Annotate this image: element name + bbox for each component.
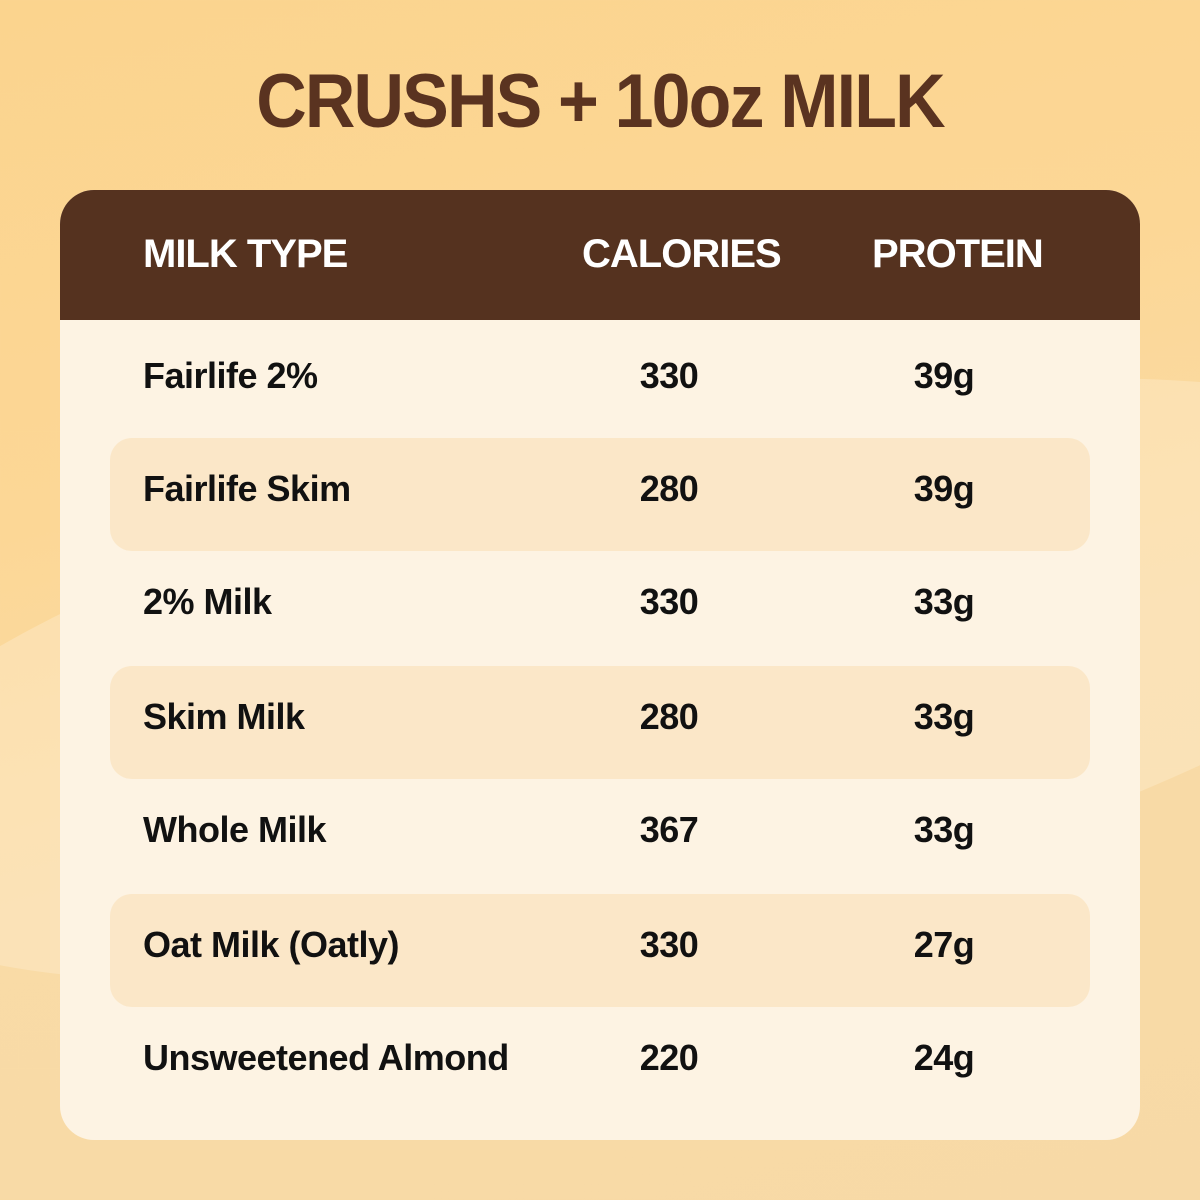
table-row: Oat Milk (Oatly) 330 27g	[110, 894, 1090, 1007]
cell-milk-type: Skim Milk	[143, 696, 305, 737]
table-row: Skim Milk 280 33g	[110, 666, 1090, 779]
header-protein: PROTEIN	[872, 232, 1044, 276]
cell-protein: 39g	[913, 468, 975, 509]
cell-calories: 330	[639, 355, 699, 396]
cell-calories: 280	[639, 468, 699, 509]
table-row: Unsweetened Almond 220 24g	[110, 1007, 1090, 1120]
table-row: Whole Milk 367 33g	[110, 779, 1090, 892]
cell-protein: 24g	[913, 1037, 975, 1078]
cell-calories: 330	[639, 581, 699, 622]
cell-protein: 33g	[913, 696, 975, 737]
table-row: Fairlife Skim 280 39g	[110, 438, 1090, 551]
cell-milk-type: Oat Milk (Oatly)	[143, 924, 400, 965]
page-title: CRUSHS + 10oz MILK	[256, 59, 945, 144]
cell-calories: 367	[639, 809, 699, 850]
cell-calories: 220	[639, 1037, 699, 1078]
cell-milk-type: Whole Milk	[143, 809, 327, 850]
header-calories: CALORIES	[582, 232, 782, 276]
header-milk-type: MILK TYPE	[143, 232, 348, 276]
nutrition-table: MILK TYPE CALORIES PROTEIN Fairlife 2% 3…	[60, 190, 1140, 1140]
cell-protein: 27g	[913, 924, 975, 965]
table-row: 2% Milk 330 33g	[110, 551, 1090, 664]
table-header: MILK TYPE CALORIES PROTEIN	[60, 190, 1140, 320]
cell-protein: 39g	[913, 355, 975, 396]
cell-protein: 33g	[913, 809, 975, 850]
cell-milk-type: Fairlife Skim	[143, 468, 351, 509]
cell-calories: 280	[639, 696, 699, 737]
table-row: Fairlife 2% 330 39g	[110, 325, 1090, 438]
cell-milk-type: Unsweetened Almond	[143, 1037, 509, 1078]
cell-milk-type: 2% Milk	[143, 581, 272, 622]
cell-milk-type: Fairlife 2%	[143, 355, 318, 396]
cell-protein: 33g	[913, 581, 975, 622]
cell-calories: 330	[639, 924, 699, 965]
